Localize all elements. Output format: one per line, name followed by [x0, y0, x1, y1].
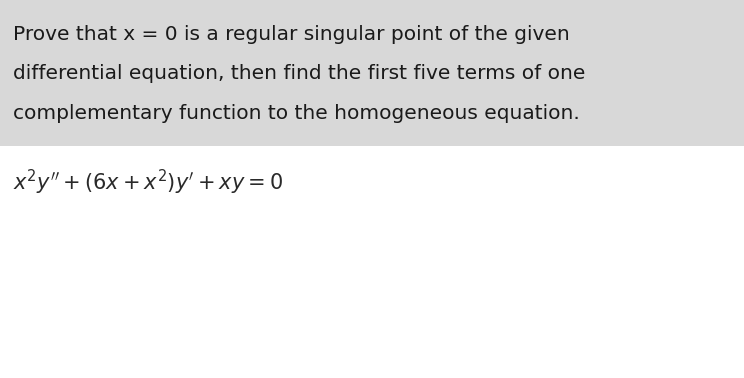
FancyBboxPatch shape	[0, 0, 744, 146]
Text: complementary function to the homogeneous equation.: complementary function to the homogeneou…	[13, 104, 580, 123]
Text: differential equation, then find the first five terms of one: differential equation, then find the fir…	[13, 64, 586, 83]
Text: $x^2y'' + (6x + x^2)y' + xy = 0$: $x^2y'' + (6x + x^2)y' + xy = 0$	[13, 168, 283, 197]
Text: Prove that x = 0 is a regular singular point of the given: Prove that x = 0 is a regular singular p…	[13, 25, 570, 43]
